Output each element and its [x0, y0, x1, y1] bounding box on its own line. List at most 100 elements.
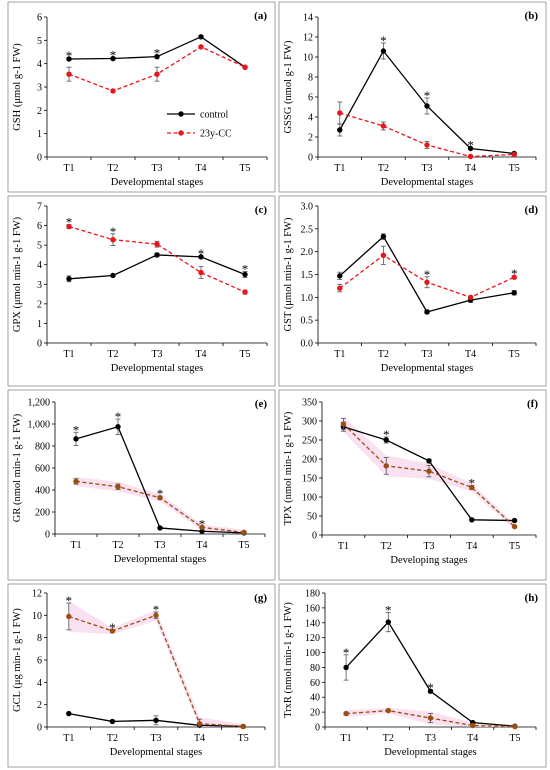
control-data-point — [380, 48, 387, 54]
treatment-data-point — [66, 71, 72, 77]
control-data-point — [343, 664, 349, 671]
control-data-point — [511, 517, 518, 524]
significance-star: * — [110, 224, 117, 239]
control-data-point — [198, 254, 204, 260]
significance-star: * — [66, 593, 73, 608]
y-axis-label: TrxR (nmol min-1 g-1 FW) — [283, 602, 294, 718]
x-tick-label: T3 — [425, 733, 436, 744]
control-data-point — [337, 273, 343, 279]
x-tick-label: T5 — [509, 163, 520, 174]
control-data-point — [154, 53, 160, 60]
treatment-data-point — [343, 710, 349, 717]
y-tick-label: 200 — [35, 508, 50, 519]
y-tick-label: 5 — [37, 36, 42, 47]
x-tick-label: T5 — [238, 540, 249, 551]
chart-panel: 0 1 2 3 4 5 6 T1 T2 T3 T4 T5 Developmental stages GSH… — [7, 1, 276, 193]
chart-panel: 0 2 4 6 8 10 12 14 T1 T2 T3 T4 T5 Developmental stage… — [278, 1, 547, 193]
control-data-point — [380, 233, 387, 240]
control-data-point — [469, 517, 475, 523]
y-tick-label: 6 — [37, 656, 42, 667]
control-data-point — [73, 436, 79, 442]
x-tick-label: T4 — [194, 733, 205, 744]
x-tick-label: T2 — [107, 349, 118, 360]
control-data-point — [157, 525, 163, 531]
x-tick-label: T1 — [334, 349, 345, 360]
x-tick-label: T4 — [467, 733, 478, 744]
control-data-point — [426, 458, 432, 464]
treatment-data-point — [511, 274, 517, 280]
y-tick-label: 4 — [37, 260, 42, 271]
control-data-point — [66, 276, 72, 282]
control-data-point — [199, 528, 205, 534]
x-axis-label: Developmental stages — [110, 747, 202, 758]
control-data-point — [115, 424, 121, 430]
y-tick-label: 4 — [37, 59, 42, 70]
x-tick-label: T5 — [509, 541, 520, 552]
x-tick-label: T3 — [150, 733, 161, 744]
y-tick-label: 0.5 — [301, 316, 314, 327]
y-tick-label: 6 — [37, 13, 42, 24]
x-tick-label: T5 — [239, 349, 250, 360]
panel-frame — [7, 195, 276, 387]
y-tick-label: 120 — [305, 633, 320, 644]
y-tick-label: 10 — [32, 611, 42, 622]
x-axis-label: Developmental stages — [384, 747, 476, 758]
significance-star: * — [427, 680, 434, 695]
x-tick-label: T3 — [154, 540, 165, 551]
y-tick-label: 60 — [310, 678, 320, 689]
significance-star: * — [66, 215, 73, 230]
x-tick-label: T4 — [195, 349, 206, 360]
x-tick-label: T2 — [112, 540, 123, 551]
significance-star: * — [66, 48, 73, 63]
treatment-data-point — [198, 269, 204, 276]
y-tick-label: 0 — [315, 723, 320, 734]
x-axis-label: Developmental stages — [114, 554, 206, 565]
significance-star: * — [153, 602, 160, 617]
panel-label: (e) — [255, 398, 268, 410]
significance-star: * — [242, 262, 249, 277]
y-tick-label: 1.0 — [301, 293, 314, 304]
treatment-data-point — [110, 88, 116, 94]
x-tick-label: T4 — [465, 163, 476, 174]
control-data-point — [242, 271, 248, 278]
legend-treatment-label: 23y-CC — [200, 129, 232, 140]
treatment-data-point — [469, 484, 475, 491]
x-tick-label: T3 — [151, 349, 162, 360]
significance-star: * — [385, 602, 392, 617]
x-tick-label: T5 — [238, 733, 249, 744]
control-data-point — [110, 55, 116, 62]
y-tick-label: 200 — [302, 455, 317, 466]
x-tick-label: T1 — [338, 541, 349, 552]
treatment-data-point — [154, 71, 160, 77]
control-data-point — [66, 56, 72, 62]
y-tick-label: 400 — [35, 486, 50, 497]
x-tick-label: T2 — [381, 541, 392, 552]
x-tick-label: T2 — [107, 163, 118, 174]
chart-panel: 0.0 0.5 1.0 1.5 2.0 2.5 3.0 T1 T2 T3 T4 T5 Developme… — [278, 195, 547, 387]
x-tick-label: T3 — [421, 349, 432, 360]
control-data-point — [337, 127, 343, 133]
control-data-point — [153, 717, 159, 723]
x-axis-label: Developmental stages — [381, 177, 473, 188]
panel-frame — [7, 389, 276, 581]
y-tick-label: 0 — [37, 339, 42, 350]
y-tick-label: 100 — [302, 493, 317, 504]
significance-star: * — [198, 246, 205, 261]
significance-star: * — [467, 138, 474, 153]
y-tick-label: 6 — [308, 93, 313, 104]
y-tick-label: 140 — [305, 618, 320, 629]
y-tick-label: 1,200 — [28, 398, 51, 409]
significance-star: * — [115, 409, 122, 424]
y-axis-label: GCL (μg min-1 g-1 FW) — [12, 608, 23, 712]
panel-frame — [278, 389, 547, 581]
y-tick-label: 12 — [32, 589, 42, 600]
panel-label: (f) — [527, 398, 538, 410]
x-tick-label: T4 — [466, 541, 477, 552]
control-data-point — [383, 437, 389, 443]
treatment-data-point — [73, 478, 79, 485]
treatment-data-point — [196, 720, 203, 727]
treatment-data-point — [66, 613, 72, 620]
treatment-data-point — [511, 151, 517, 158]
significance-star: * — [73, 422, 80, 437]
y-tick-label: 50 — [307, 512, 317, 523]
